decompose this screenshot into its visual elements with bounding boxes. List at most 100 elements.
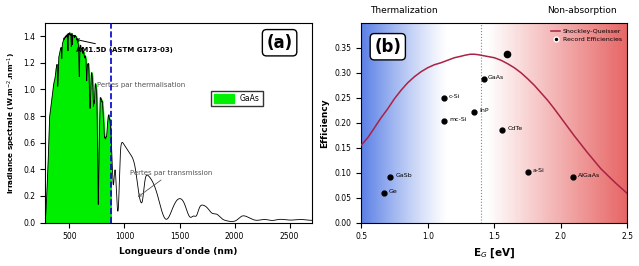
Text: Thermalization: Thermalization: [370, 6, 438, 15]
Y-axis label: Efficiency: Efficiency: [320, 98, 329, 148]
Bar: [560, 23, 562, 223]
Bar: [590, 23, 591, 223]
Bar: [521, 23, 522, 223]
Bar: [530, 23, 531, 223]
Bar: [524, 23, 525, 223]
Bar: [496, 23, 497, 223]
Bar: [608, 23, 609, 223]
Bar: [501, 23, 502, 223]
Bar: [565, 23, 566, 223]
Bar: [600, 23, 601, 223]
Bar: [595, 23, 596, 223]
Bar: [512, 23, 513, 223]
Bar: [514, 23, 515, 223]
Bar: [572, 23, 573, 223]
Text: Non-absorption: Non-absorption: [548, 6, 617, 15]
Bar: [493, 23, 494, 223]
Bar: [500, 23, 501, 223]
Bar: [604, 23, 605, 223]
Bar: [579, 23, 580, 223]
Bar: [541, 23, 542, 223]
Bar: [508, 23, 509, 223]
Bar: [583, 23, 584, 223]
Bar: [527, 23, 528, 223]
Bar: [498, 23, 499, 223]
Text: Pertes par thermalisation: Pertes par thermalisation: [90, 82, 185, 90]
Bar: [620, 23, 621, 223]
Bar: [623, 23, 624, 223]
Bar: [594, 23, 595, 223]
Bar: [555, 23, 556, 223]
Bar: [518, 23, 519, 223]
Bar: [510, 23, 511, 223]
Bar: [619, 23, 620, 223]
Bar: [569, 23, 570, 223]
Text: (a): (a): [266, 34, 293, 52]
Bar: [550, 23, 551, 223]
Bar: [581, 23, 583, 223]
Bar: [576, 23, 577, 223]
Bar: [559, 23, 560, 223]
Text: InP: InP: [480, 108, 489, 113]
Bar: [531, 23, 532, 223]
Bar: [494, 23, 495, 223]
Bar: [511, 23, 512, 223]
Bar: [488, 23, 489, 223]
Bar: [528, 23, 529, 223]
Text: CdTe: CdTe: [507, 126, 523, 131]
Bar: [580, 23, 581, 223]
Bar: [532, 23, 534, 223]
Bar: [624, 23, 625, 223]
X-axis label: Longueurs d'onde (nm): Longueurs d'onde (nm): [119, 247, 238, 256]
Bar: [566, 23, 567, 223]
Bar: [626, 23, 627, 223]
Bar: [603, 23, 604, 223]
Bar: [539, 23, 541, 223]
Bar: [538, 23, 539, 223]
Bar: [597, 23, 598, 223]
Bar: [557, 23, 558, 223]
Bar: [534, 23, 535, 223]
Text: mc-Si: mc-Si: [449, 117, 466, 122]
Bar: [596, 23, 597, 223]
Bar: [513, 23, 514, 223]
Bar: [556, 23, 557, 223]
Bar: [567, 23, 569, 223]
Bar: [621, 23, 622, 223]
Text: Pertes par transmission: Pertes par transmission: [130, 170, 212, 197]
Bar: [542, 23, 543, 223]
Bar: [591, 23, 592, 223]
Bar: [588, 23, 589, 223]
Bar: [562, 23, 563, 223]
Bar: [553, 23, 555, 223]
Bar: [602, 23, 603, 223]
Bar: [564, 23, 565, 223]
Bar: [606, 23, 607, 223]
Bar: [535, 23, 536, 223]
Text: a-Si: a-Si: [533, 168, 544, 173]
Bar: [509, 23, 510, 223]
Bar: [610, 23, 611, 223]
Bar: [552, 23, 553, 223]
Bar: [506, 23, 507, 223]
Bar: [497, 23, 498, 223]
Y-axis label: Irradiance spectrale (W.m$^{-2}$.nm$^{-1}$): Irradiance spectrale (W.m$^{-2}$.nm$^{-1…: [6, 52, 18, 194]
Bar: [507, 23, 508, 223]
Legend: Shockley-Queisser, Record Efficiencies: Shockley-Queisser, Record Efficiencies: [548, 26, 624, 45]
Bar: [616, 23, 617, 223]
Text: c-Si: c-Si: [449, 94, 461, 99]
Bar: [577, 23, 578, 223]
Bar: [525, 23, 526, 223]
Bar: [612, 23, 613, 223]
Bar: [499, 23, 500, 223]
X-axis label: E$_G$ [eV]: E$_G$ [eV]: [473, 247, 516, 260]
Bar: [504, 23, 505, 223]
Bar: [599, 23, 600, 223]
Bar: [587, 23, 588, 223]
Bar: [537, 23, 538, 223]
Bar: [558, 23, 559, 223]
Bar: [546, 23, 548, 223]
Bar: [536, 23, 537, 223]
Bar: [614, 23, 615, 223]
Bar: [545, 23, 546, 223]
